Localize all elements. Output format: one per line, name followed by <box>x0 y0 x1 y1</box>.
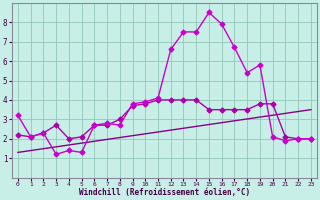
X-axis label: Windchill (Refroidissement éolien,°C): Windchill (Refroidissement éolien,°C) <box>79 188 250 197</box>
